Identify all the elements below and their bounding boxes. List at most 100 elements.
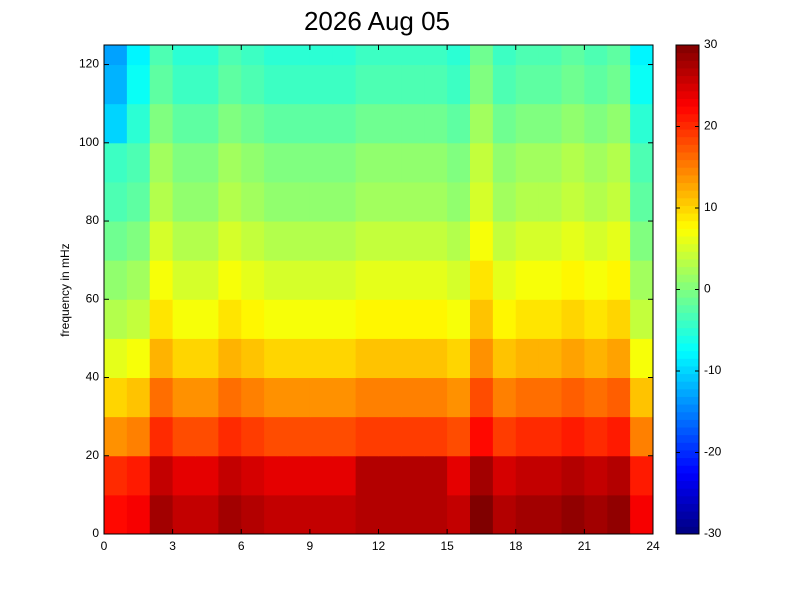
heatmap-cell — [424, 377, 448, 418]
heatmap-cell — [538, 64, 562, 105]
heatmap-cell — [401, 142, 425, 183]
colorbar-segment — [676, 327, 699, 336]
heatmap-cell — [287, 377, 311, 418]
colorbar-tick-label: -20 — [704, 445, 722, 459]
heatmap-cell — [515, 455, 540, 496]
heatmap-cell — [492, 45, 517, 66]
x-tick-label: 21 — [578, 539, 592, 553]
heatmap-cell — [607, 338, 631, 379]
x-tick-label: 0 — [101, 539, 108, 553]
heatmap-cell — [241, 455, 265, 496]
colorbar-segment — [676, 151, 699, 161]
heatmap-cell — [492, 221, 517, 261]
heatmap-cell — [264, 221, 288, 261]
heatmap-cell — [218, 377, 242, 418]
heatmap-cell — [195, 338, 219, 379]
heatmap-cell — [172, 377, 196, 418]
colorbar-segment — [676, 167, 699, 176]
heatmap-cell — [492, 64, 517, 105]
heatmap-cell — [607, 416, 631, 457]
colorbar-tick-label: 0 — [704, 282, 711, 296]
heatmap-cell — [515, 338, 540, 379]
colorbar-segment — [676, 442, 699, 451]
heatmap-cell — [172, 416, 196, 457]
heatmap-cell — [538, 299, 562, 339]
colorbar-segment — [676, 449, 699, 459]
heatmap-cell — [309, 455, 334, 496]
heatmap-cell — [241, 338, 265, 379]
heatmap-cell — [195, 181, 219, 222]
heatmap-cell — [561, 416, 585, 457]
heatmap-cell — [630, 338, 654, 379]
heatmap-cell — [630, 142, 654, 183]
heatmap-cell — [607, 260, 631, 300]
heatmap-cell — [264, 338, 288, 379]
heatmap-cell — [264, 142, 288, 183]
heatmap-cell — [126, 338, 151, 379]
colorbar-segment — [676, 75, 699, 84]
heatmap-cell — [378, 142, 402, 183]
heatmap-cell — [264, 64, 288, 105]
heatmap-cell — [149, 299, 174, 339]
heatmap-cell — [378, 260, 402, 300]
heatmap-cell — [447, 494, 471, 535]
heatmap-cell — [607, 45, 631, 66]
heatmap-cell — [172, 142, 196, 183]
heatmap-cell — [149, 260, 174, 300]
heatmap-cell — [218, 416, 242, 457]
heatmap-cell — [126, 142, 151, 183]
heatmap-cell — [401, 45, 425, 66]
colorbar-segment — [676, 159, 699, 168]
colorbar-segment — [676, 304, 699, 313]
heatmap-cell — [264, 377, 288, 418]
heatmap-cell — [241, 181, 265, 222]
heatmap-cell — [378, 64, 402, 105]
heatmap-cell — [584, 299, 608, 339]
heatmap-cell — [515, 299, 540, 339]
heatmap-cell — [309, 299, 334, 339]
heatmap-cell — [515, 377, 540, 418]
heatmap-cell — [309, 377, 334, 418]
heatmap-cell — [561, 103, 585, 144]
heatmap-cell — [584, 338, 608, 379]
heatmap-cell — [470, 142, 494, 183]
heatmap-cell — [630, 45, 654, 66]
colorbar-segment — [676, 251, 699, 260]
heatmap-cell — [561, 221, 585, 261]
heatmap-cell — [355, 260, 379, 300]
colorbar-segment — [676, 358, 699, 367]
heatmap-cell — [355, 103, 379, 144]
heatmap-cell — [584, 494, 608, 535]
heatmap-cell — [241, 64, 265, 105]
heatmap-cell — [218, 45, 242, 66]
x-tick-label: 24 — [646, 539, 660, 553]
heatmap-cell — [401, 338, 425, 379]
heatmap-cell — [607, 181, 631, 222]
colorbar-segment — [676, 518, 699, 527]
heatmap-cell — [561, 338, 585, 379]
colorbar-segment — [676, 297, 699, 306]
colorbar-segment — [676, 503, 699, 512]
colorbar-segment — [676, 213, 699, 222]
heatmap-cell — [630, 181, 654, 222]
heatmap-cell — [607, 64, 631, 105]
colorbar-tick-label: 10 — [704, 200, 718, 214]
heatmap-cell — [470, 181, 494, 222]
heatmap-cell — [241, 103, 265, 144]
heatmap-cell — [378, 494, 402, 535]
heatmap-cell — [401, 377, 425, 418]
colorbar-segment — [676, 90, 699, 99]
heatmap-cell — [470, 455, 494, 496]
heatmap-cell — [607, 494, 631, 535]
heatmap-cell — [149, 221, 174, 261]
heatmap-cell — [195, 416, 219, 457]
heatmap-cell — [332, 142, 357, 183]
heatmap-cell — [332, 45, 357, 66]
colorbar-segment — [676, 480, 699, 489]
heatmap-cell — [538, 103, 562, 144]
colorbar-segment — [676, 388, 699, 397]
heatmap-cell — [149, 494, 174, 535]
colorbar-segment — [676, 190, 699, 199]
heatmap-cell — [584, 45, 608, 66]
